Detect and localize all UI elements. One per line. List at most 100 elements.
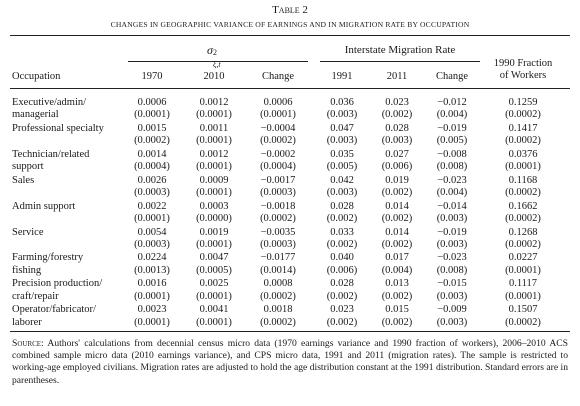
estimate: 0.0003 [199,200,229,212]
standard-error: (0.0003) [134,238,170,250]
standard-error: (0.002) [381,316,413,328]
standard-error: (0.003) [381,135,413,147]
occupation-label: Admin support [12,200,76,212]
bottom-rule [10,331,570,332]
standard-error: (0.0002) [505,316,541,328]
standard-error: (0.0001) [196,238,232,250]
estimate: 0.047 [330,122,354,134]
standard-error: (0.003) [436,290,468,302]
estimate: 0.0227 [508,252,538,264]
standard-error: (0.0001) [196,290,232,302]
estimate: 0.0047 [199,252,229,264]
fraction-header: of Workers [499,70,547,81]
header-rule [10,88,570,89]
standard-error: (0.004) [436,109,468,121]
estimate: 0.0012 [199,97,229,108]
standard-error: (0.0002) [505,187,541,199]
table-title: CHANGES IN GEOGRAPHIC VARIANCE OF EARNIN… [110,20,470,29]
occupation-label: fishing [12,264,42,276]
estimate: 0.0018 [263,304,293,316]
estimate: −0.009 [437,304,467,316]
estimate: −0.019 [437,122,467,134]
standard-error: (0.003) [436,213,468,224]
estimate: 0.017 [385,252,409,264]
standard-error: (0.003) [326,109,358,121]
standard-error: (0.005) [326,161,358,173]
standard-error: (0.008) [436,161,468,173]
estimate: 0.1662 [508,200,538,212]
standard-error: (0.0002) [134,135,170,147]
standard-error: (0.0001) [505,161,541,173]
standard-error: (0.002) [381,109,413,121]
standard-error: (0.0013) [134,264,170,276]
group-rule [320,61,480,62]
estimate: 0.1268 [508,226,538,238]
estimate: 0.0006 [263,97,293,108]
estimate: 0.036 [330,97,354,108]
estimate: 0.0014 [137,148,167,160]
occupation-label: Precision production/ [12,278,103,290]
standard-error: (0.0002) [505,109,541,121]
occupation-label: Operator/fabricator/ [12,304,96,316]
standard-error: (0.003) [326,135,358,147]
standard-error: (0.0004) [260,161,296,173]
standard-error: (0.002) [326,238,358,250]
standard-error: (0.003) [326,187,358,199]
estimate: 0.028 [330,278,354,290]
standard-error: (0.006) [381,161,413,173]
standard-error: (0.0003) [260,187,296,199]
estimate: 0.023 [385,97,409,108]
standard-error: (0.008) [436,264,468,276]
fraction-header: 1990 Fraction [493,58,553,69]
estimate: 0.028 [330,200,354,212]
estimate: 0.0022 [137,200,167,212]
column-header: 2010 [203,71,225,82]
estimate: −0.008 [437,148,467,160]
standard-error: (0.002) [326,213,358,224]
estimate: −0.012 [437,97,467,108]
standard-error: (0.0003) [134,187,170,199]
estimate: 0.019 [385,174,409,186]
estimate: −0.015 [437,278,467,290]
estimate: −0.0177 [260,252,296,264]
table-number: Table 2 [272,4,308,16]
standard-error: (0.0001) [196,187,232,199]
occupation-label: Executive/admin/ [12,97,87,108]
estimate: 0.0019 [199,226,229,238]
estimate: 0.0016 [137,278,167,290]
estimate: −0.0002 [260,148,296,160]
estimate: 0.0008 [263,278,293,290]
standard-error: (0.0004) [134,161,170,173]
estimate: −0.0018 [260,200,296,212]
estimate: 0.1168 [508,174,538,186]
sigma-sup: 2 [212,48,217,57]
column-header: Change [261,71,295,82]
standard-error: (0.0003) [260,238,296,250]
estimate: 0.0026 [137,174,167,186]
estimate: −0.023 [437,252,467,264]
estimate: 0.0025 [199,278,229,290]
standard-error: (0.002) [381,187,413,199]
top-rule [10,35,570,36]
standard-error: (0.003) [436,238,468,250]
estimate: 0.028 [385,122,409,134]
standard-error: (0.0002) [260,135,296,147]
standard-error: (0.0005) [196,264,232,276]
column-header: 1991 [331,71,353,82]
estimate: −0.0035 [260,226,296,238]
occupation-label: laborer [12,316,42,328]
variance-header: σ 2 ξ,t [207,44,225,69]
occupation-label: managerial [12,109,59,121]
standard-error: (0.0001) [134,109,170,121]
source-label: Source: [12,338,44,349]
estimate: 0.014 [385,226,409,238]
source-text: Authors' calculations from decennial cen… [12,338,568,386]
sigma-sub: ξ,t [212,60,221,69]
migration-header: Interstate Migration Rate [344,44,456,56]
standard-error: (0.0001) [196,135,232,147]
estimate: 0.1507 [508,304,538,316]
estimate: 0.1417 [508,122,538,134]
occupation-label: Sales [12,174,35,186]
estimate: −0.0017 [260,174,296,186]
estimate: 0.0054 [137,226,167,238]
